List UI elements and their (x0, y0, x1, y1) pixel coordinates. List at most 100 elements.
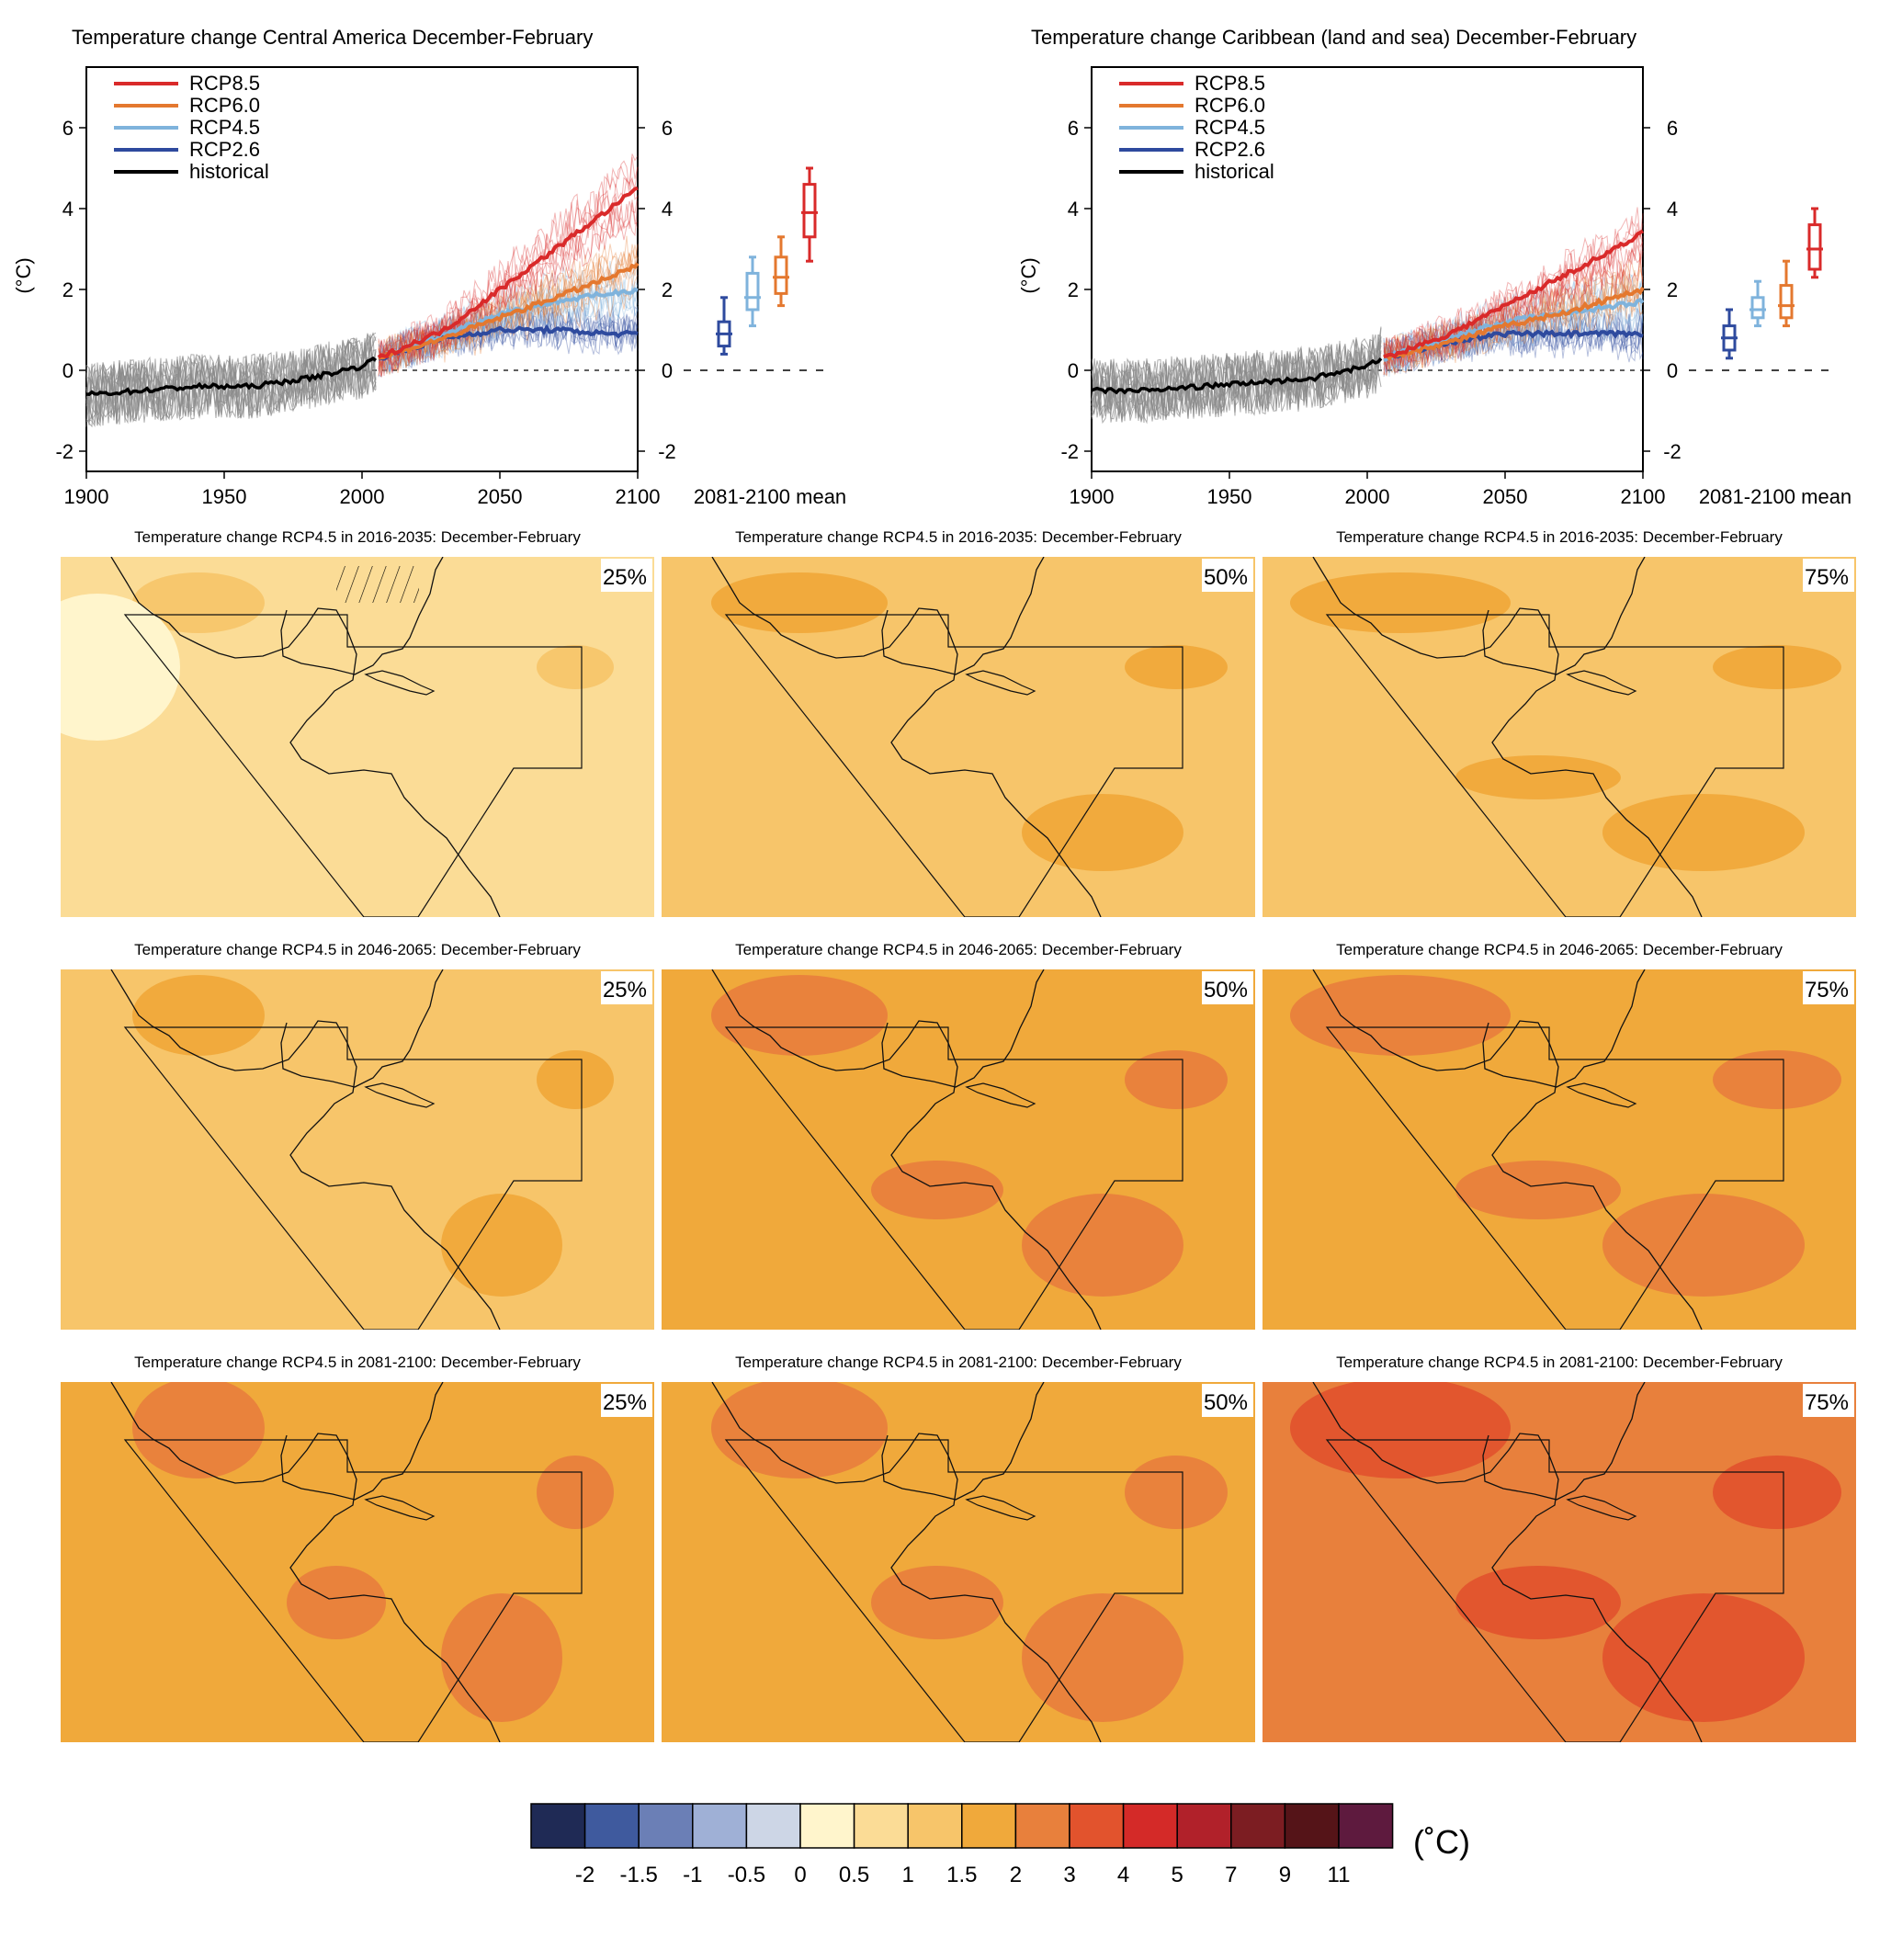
map-warm-region (1455, 1566, 1621, 1639)
historical-model-line (1091, 340, 1382, 425)
projection-model-line (1383, 312, 1644, 373)
map-title: Temperature change RCP4.5 in 2046-2065: … (134, 941, 581, 958)
colorbar-cell (853, 1803, 909, 1849)
colorbar-cell (1122, 1803, 1178, 1849)
historical-mean-line (85, 356, 378, 397)
colorbar-tick-label: -1.5 (620, 1863, 658, 1887)
map-panel-2016-2035-25pct: Temperature change RCP4.5 in 2016-2035: … (61, 528, 654, 917)
projection-model-line (1383, 235, 1644, 370)
y-tick-label: 4 (62, 198, 74, 221)
historical-model-line (85, 336, 377, 427)
map-region-outline (123, 1026, 583, 1330)
map-warm-region (1713, 645, 1841, 689)
projection-model-line (378, 235, 639, 376)
x-tick-label: 2100 (616, 485, 661, 508)
y-tick-label: 0 (1068, 359, 1079, 382)
map-warm-region (1022, 1593, 1183, 1722)
map-title: Temperature change RCP4.5 in 2016-2035: … (735, 528, 1182, 546)
projection-model-line (378, 285, 639, 375)
map-warm-region (1022, 1194, 1183, 1297)
percentile-label: 50% (1204, 1390, 1248, 1415)
y-tick-label-right: -2 (1663, 440, 1682, 463)
colorbar-cell (638, 1803, 694, 1849)
colorbar-tick-label: 1.5 (946, 1863, 977, 1887)
map-warm-region (537, 1050, 614, 1109)
colorbar-cell (1284, 1803, 1340, 1849)
map-panel-2016-2035-75pct: Temperature change RCP4.5 in 2016-2035: … (1263, 528, 1856, 917)
map-region-outline (123, 614, 583, 917)
colorbar-cell (583, 1803, 640, 1849)
map-warm-region (711, 572, 888, 633)
map-warm-region (1713, 1456, 1841, 1529)
map-warm-region (1602, 794, 1805, 871)
colorbar-cell (1230, 1803, 1286, 1849)
map-warm-region (1455, 755, 1621, 799)
colorbar-tick-label: 11 (1328, 1863, 1351, 1887)
map-warm-region (1290, 572, 1511, 633)
map-coastline (711, 969, 1102, 1330)
map-field (61, 557, 654, 917)
x-tick-label: 2000 (340, 485, 385, 508)
map-field (662, 557, 1255, 917)
percentile-badge (601, 1384, 652, 1417)
map-region-outline (1325, 1026, 1784, 1330)
y-tick-label: 0 (62, 359, 74, 382)
colorbar-cell (1069, 1803, 1125, 1849)
projection-model-line (1383, 253, 1644, 370)
colorbar-tick-label: 3 (1063, 1863, 1075, 1887)
y-tick-label: -2 (55, 440, 74, 463)
colorbar-cell (799, 1803, 855, 1849)
map-coastline (711, 1382, 1102, 1742)
series-mean-line (1383, 229, 1644, 359)
y-tick-label-right: 2 (662, 278, 673, 301)
legend-label: RCP4.5 (189, 116, 260, 139)
map-island-outline (965, 1082, 1036, 1108)
legend-label: RCP8.5 (1195, 72, 1265, 95)
legend-label: RCP2.6 (1195, 138, 1265, 161)
map-warm-region (537, 645, 614, 689)
timeseries-marks: 1900 1950 2000 2050 2100-2 -20 02 24 46 6RCP8.5RC… (1060, 72, 1836, 508)
map-field (1263, 969, 1856, 1330)
map-region-outline (724, 1439, 1183, 1742)
box-label: 2081-2100 mean (694, 485, 846, 508)
map-warm-region (871, 1161, 1003, 1219)
map-island-outline (364, 1082, 436, 1108)
x-tick-label: 1900 (1070, 485, 1115, 508)
projection-model-line (378, 266, 639, 374)
projection-model-line (378, 199, 639, 371)
legend-label: RCP6.0 (189, 94, 260, 117)
percentile-label: 25% (603, 1390, 647, 1415)
y-tick-label: -2 (1060, 440, 1079, 463)
x-tick-label: 2050 (478, 485, 523, 508)
map-warm-region (132, 572, 265, 633)
timeseries-title: Temperature change Caribbean (land and s… (1031, 26, 1636, 49)
map-panel-2081-2100-25pct: Temperature change RCP4.5 in 2081-2100: … (61, 1354, 654, 1742)
map-warm-region (871, 1566, 1003, 1639)
legend-label: historical (189, 160, 269, 183)
map-grid: Temperature change RCP4.5 in 2016-2035: … (61, 528, 1856, 1742)
map-title: Temperature change RCP4.5 in 2046-2065: … (1336, 941, 1783, 958)
colorbar-cell (961, 1803, 1017, 1849)
projection-model-line (1384, 213, 1644, 367)
colorbar-cells (530, 1803, 1394, 1849)
percentile-badge (601, 559, 652, 592)
colorbar-cell (1176, 1803, 1232, 1849)
percentile-label: 75% (1805, 978, 1849, 1003)
x-tick-label: 1900 (64, 485, 109, 508)
map-island-outline (1566, 670, 1637, 696)
y-tick-label: 4 (1068, 198, 1079, 221)
map-region-outline (1325, 614, 1784, 917)
box-body (745, 271, 760, 312)
y-tick-label-right: 6 (1667, 117, 1678, 140)
percentile-label: 50% (1204, 978, 1248, 1003)
y-tick-label-right: 0 (662, 359, 673, 382)
map-warm-region (1125, 1456, 1228, 1529)
series-mean-line (1382, 287, 1645, 361)
map-warm-region (1022, 794, 1183, 871)
map-warm-region (1290, 1382, 1511, 1478)
projection-model-line (1383, 313, 1644, 374)
map-hatching (336, 566, 419, 603)
colorbar-cell (1338, 1803, 1394, 1849)
percentile-badge (1202, 1384, 1253, 1417)
